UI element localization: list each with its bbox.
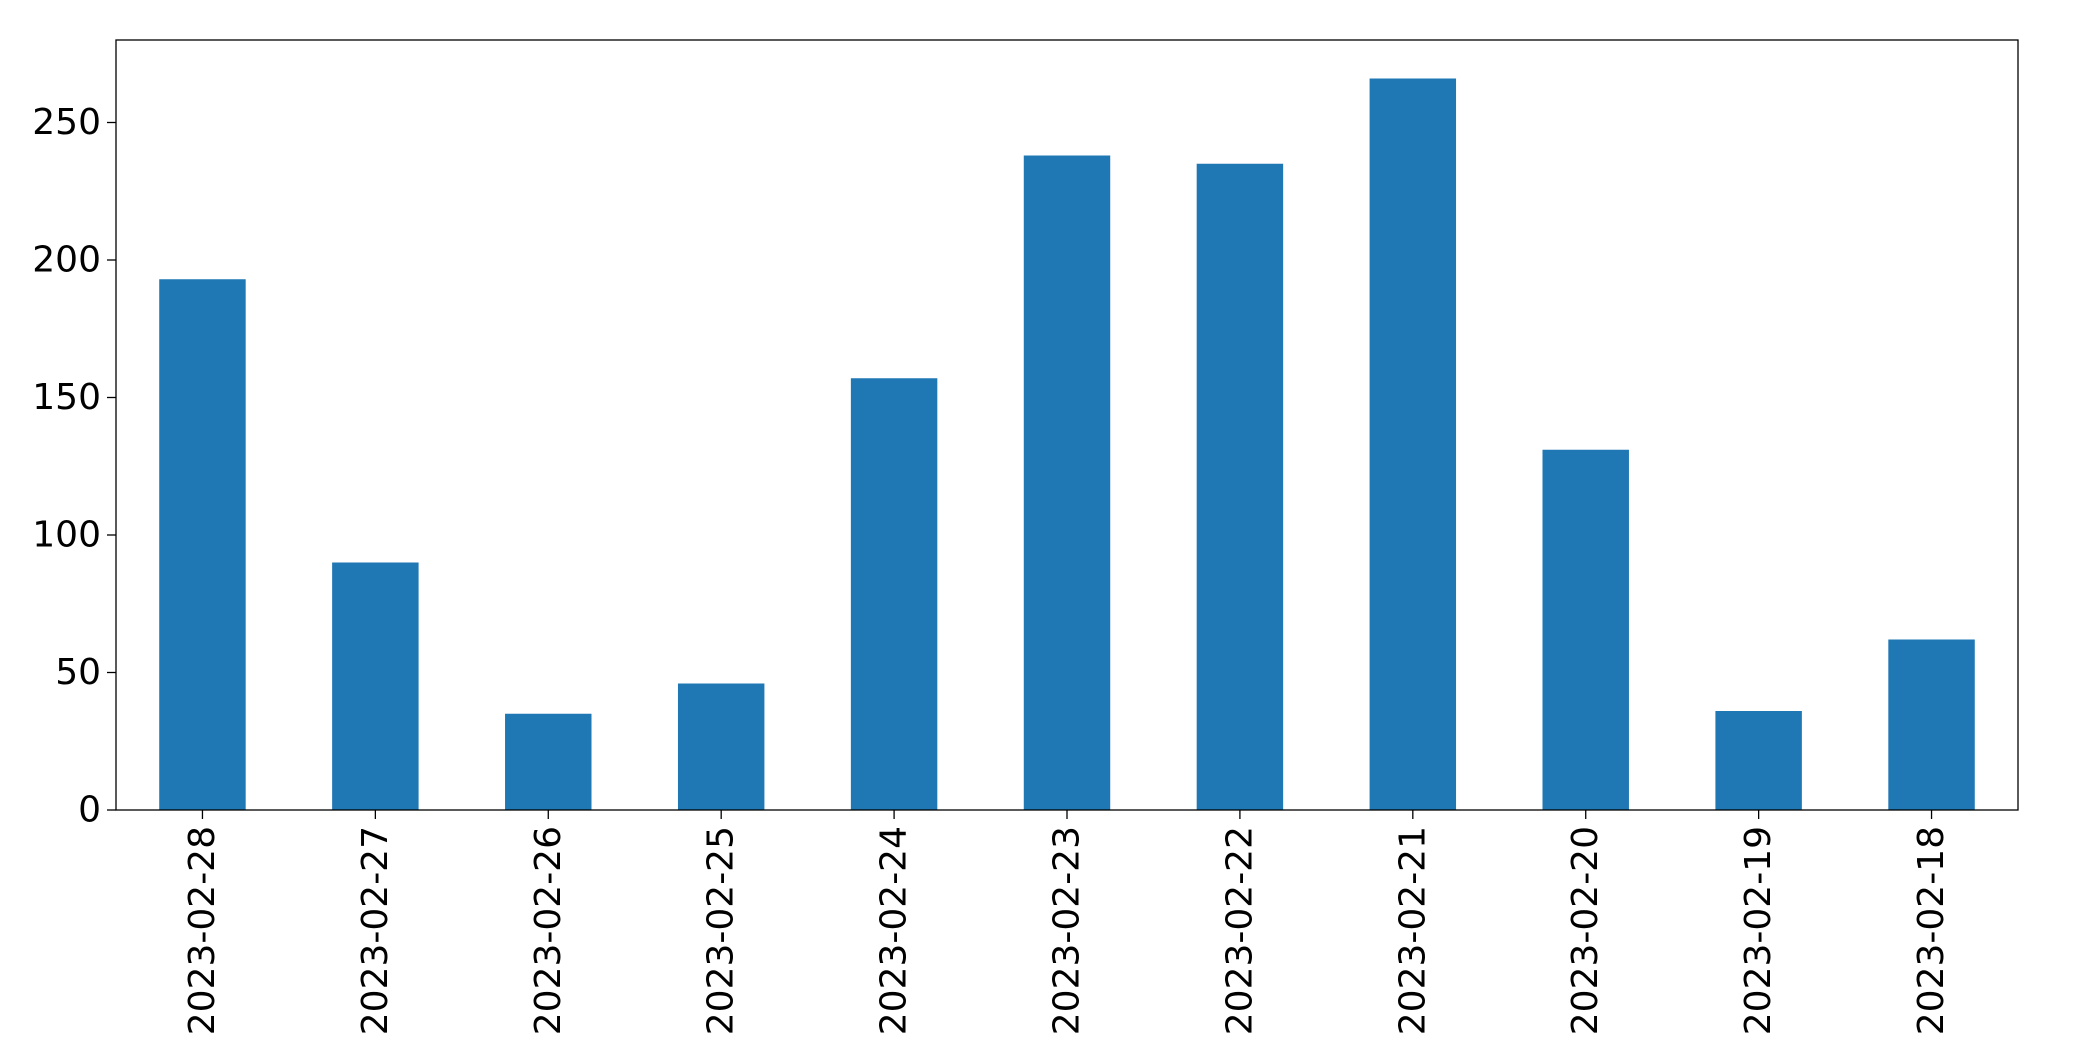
bar-2023-02-26 — [505, 713, 592, 810]
x-tick-label: 2023-02-27 — [355, 826, 396, 1035]
x-tick-label: 2023-02-18 — [1911, 826, 1952, 1035]
plot-frame — [115, 39, 2019, 811]
y-tick-label: 150 — [32, 377, 101, 418]
x-tick-label: 2023-02-26 — [528, 826, 569, 1035]
bar-2023-02-22 — [1196, 163, 1284, 810]
x-tick-label: 2023-02-23 — [1047, 826, 1088, 1035]
bar-2023-02-18 — [1888, 639, 1975, 810]
bar-2023-02-28 — [159, 279, 246, 810]
y-tick-label: 100 — [32, 515, 101, 556]
x-axis: 2023-02-28 2023-02-27 2023-02-26 2023-02-25… — [182, 810, 1952, 1035]
y-tick-label: 250 — [32, 102, 101, 143]
y-tick-label: 50 — [55, 652, 101, 693]
x-tick-label: 2023-02-22 — [1219, 826, 1260, 1035]
bar-2023-02-20 — [1542, 449, 1629, 810]
y-tick-label: 200 — [32, 240, 101, 281]
bar-2023-02-23 — [1023, 155, 1111, 810]
x-tick-label: 2023-02-19 — [1738, 826, 1779, 1035]
y-tick-label: 0 — [78, 790, 101, 831]
bar-2023-02-24 — [850, 378, 938, 810]
x-tick-label: 2023-02-25 — [701, 826, 742, 1035]
bar-2023-02-27 — [332, 562, 419, 810]
bar-2023-02-19 — [1715, 711, 1802, 810]
bar-2023-02-25 — [677, 683, 765, 810]
bars — [159, 78, 1975, 810]
x-tick-label: 2023-02-28 — [182, 826, 223, 1035]
y-axis: 0 50 100 150 200 250 — [32, 102, 116, 831]
x-tick-label: 2023-02-20 — [1565, 826, 1606, 1035]
x-tick-label: 2023-02-24 — [874, 826, 915, 1035]
x-tick-label: 2023-02-21 — [1392, 826, 1433, 1035]
bar-2023-02-21 — [1369, 78, 1457, 810]
